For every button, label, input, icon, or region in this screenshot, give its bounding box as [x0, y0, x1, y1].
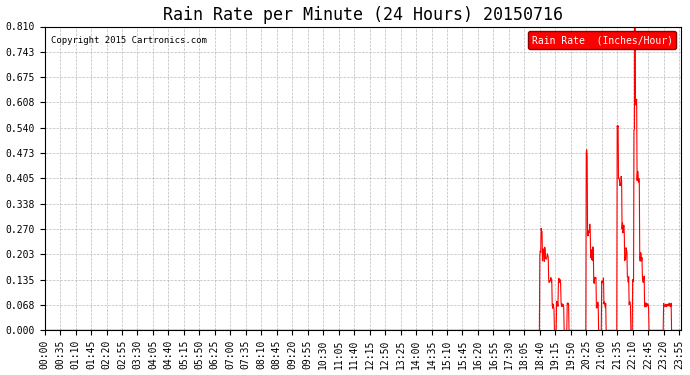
- Legend: Rain Rate  (Inches/Hour): Rain Rate (Inches/Hour): [528, 32, 676, 49]
- Text: Copyright 2015 Cartronics.com: Copyright 2015 Cartronics.com: [51, 36, 207, 45]
- Title: Rain Rate per Minute (24 Hours) 20150716: Rain Rate per Minute (24 Hours) 20150716: [163, 6, 563, 24]
